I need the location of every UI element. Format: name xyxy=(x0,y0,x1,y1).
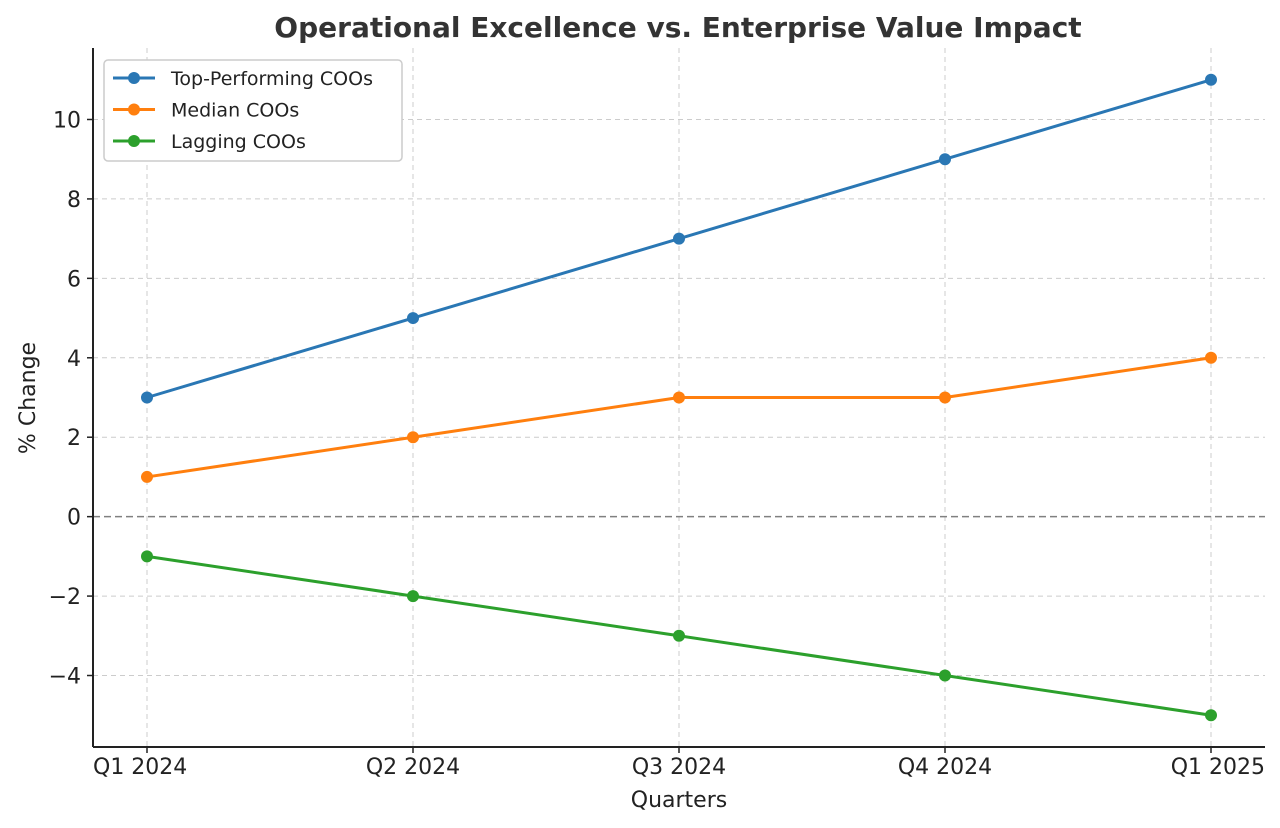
x-tick-label: Q2 2024 xyxy=(366,755,460,780)
y-tick-label: 6 xyxy=(67,267,81,292)
series-group xyxy=(141,351,1217,483)
y-axis-label: % Change xyxy=(16,342,41,454)
data-point xyxy=(673,232,685,245)
grid xyxy=(93,48,1265,747)
legend-marker xyxy=(128,72,140,84)
y-tick-label: 8 xyxy=(67,188,81,213)
x-tick-label: Q3 2024 xyxy=(632,755,726,780)
legend-label: Median COOs xyxy=(171,100,299,122)
data-point xyxy=(407,590,419,603)
data-point xyxy=(141,470,153,483)
data-point xyxy=(939,669,951,682)
legend-label: Lagging COOs xyxy=(171,131,306,153)
data-point xyxy=(939,153,951,166)
data-point xyxy=(673,391,685,404)
series xyxy=(141,73,1217,722)
y-tick-label: 2 xyxy=(67,426,81,451)
data-point xyxy=(1205,73,1217,86)
x-tick-label: Q1 2024 xyxy=(93,755,187,780)
data-point xyxy=(141,391,153,404)
x-tick-label: Q4 2024 xyxy=(898,755,992,780)
data-point xyxy=(1205,709,1217,722)
y-tick-label: −2 xyxy=(49,585,81,610)
y-tick-label: 4 xyxy=(67,347,81,372)
series-group xyxy=(141,73,1217,404)
data-point xyxy=(1205,351,1217,364)
y-tick-label: 0 xyxy=(67,506,81,531)
y-tick-label: 10 xyxy=(53,108,81,133)
chart-title: Operational Excellence vs. Enterprise Va… xyxy=(274,11,1081,44)
legend: Top-Performing COOs Median COOs Lagging CO… xyxy=(103,59,403,162)
legend-label: Top-Performing COOs xyxy=(170,68,373,90)
data-point xyxy=(407,431,419,444)
x-axis-label: Quarters xyxy=(631,788,727,813)
data-point xyxy=(141,550,153,563)
legend-box xyxy=(103,59,403,162)
x-tick-label: Q1 2025 xyxy=(1171,755,1265,780)
data-point xyxy=(939,391,951,404)
ticks: Q1 2024 Q2 2024 Q3 2024 Q4 2024 Q1 2025 −4 −2 0… xyxy=(49,108,1265,780)
series-group xyxy=(141,550,1217,722)
y-tick-label: −4 xyxy=(49,665,81,690)
legend-marker xyxy=(128,103,140,116)
legend-marker xyxy=(128,135,140,147)
data-point xyxy=(673,629,685,642)
data-point xyxy=(407,312,419,325)
